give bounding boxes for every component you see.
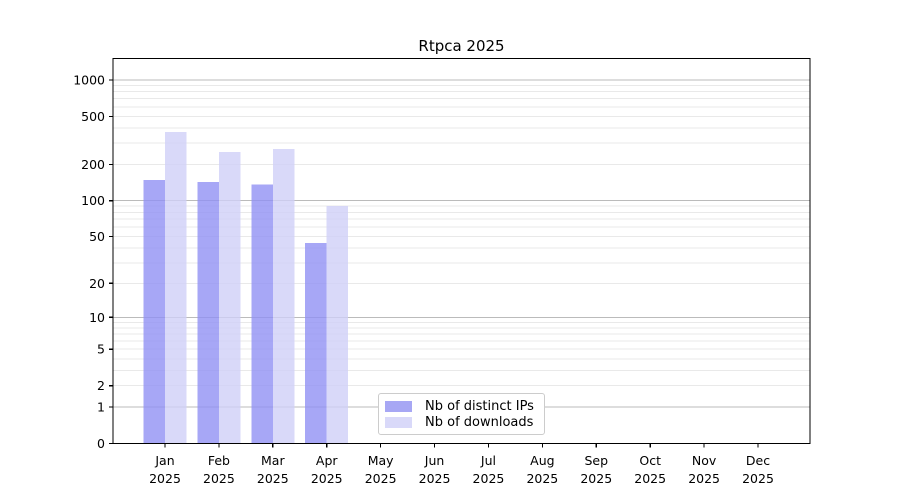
legend-swatch-distinct-ips <box>385 400 412 412</box>
bar-distinct-ips-jan <box>143 179 165 444</box>
x-tick-label-year: 2025 <box>419 471 451 486</box>
bar-distinct-ips-apr <box>305 243 327 444</box>
x-tick-label-month: May <box>368 453 394 468</box>
x-tick-label-year: 2025 <box>257 471 289 486</box>
x-tick-label-month: Aug <box>530 453 554 468</box>
y-tick-label: 10 <box>89 310 105 325</box>
bar-downloads-feb <box>218 152 241 444</box>
legend-entry-distinct-ips: Nb of distinct IPs <box>385 398 536 414</box>
y-tick-label: 1 <box>97 400 105 415</box>
y-tick-label: 1000 <box>73 73 105 88</box>
bar-distinct-ips-feb <box>197 182 219 444</box>
y-tick-label: 5 <box>97 342 105 357</box>
y-tick-label: 100 <box>81 193 105 208</box>
x-tick-label-year: 2025 <box>473 471 505 486</box>
x-tick-label-month: Apr <box>316 453 338 468</box>
x-tick-label-month: Jun <box>424 453 445 468</box>
y-tick-label: 500 <box>81 109 105 124</box>
x-tick-label-month: Oct <box>639 453 661 468</box>
bar-distinct-ips-mar <box>251 184 273 444</box>
plot-spines <box>112 57 811 445</box>
x-tick-label-month: Jan <box>154 453 174 468</box>
x-tick-label-month: Dec <box>746 453 770 468</box>
x-tick-label-year: 2025 <box>365 471 397 486</box>
bar-downloads-mar <box>272 149 295 444</box>
x-tick-label-year: 2025 <box>634 471 666 486</box>
x-tick-label-year: 2025 <box>149 471 181 486</box>
legend-entry-downloads: Nb of downloads <box>385 414 536 430</box>
x-tick-label-year: 2025 <box>526 471 558 486</box>
legend-label-distinct-ips: Nb of distinct IPs <box>425 398 534 414</box>
bar-downloads-jan <box>165 132 187 444</box>
x-tick-label-year: 2025 <box>203 471 235 486</box>
legend-swatch-downloads <box>385 416 412 428</box>
x-tick-label-month: Mar <box>261 453 285 468</box>
y-tick-label: 2 <box>97 378 105 393</box>
x-tick-label-year: 2025 <box>688 471 720 486</box>
legend-label-downloads: Nb of downloads <box>425 414 534 430</box>
bar-downloads-apr <box>326 206 349 444</box>
x-tick-label-year: 2025 <box>742 471 774 486</box>
y-tick-label: 50 <box>89 229 105 244</box>
x-tick-label-month: Jul <box>480 453 496 468</box>
y-tick-label: 200 <box>81 157 105 172</box>
x-tick-label-month: Sep <box>584 453 608 468</box>
chart-title: Rtpca 2025 <box>418 37 505 55</box>
y-tick-label: 20 <box>89 276 105 291</box>
y-tick-label: 0 <box>97 436 105 451</box>
legend: Nb of distinct IPs Nb of downloads <box>378 393 545 435</box>
x-tick-label-year: 2025 <box>311 471 343 486</box>
x-tick-label-month: Nov <box>692 453 717 468</box>
x-tick-label-month: Feb <box>208 453 230 468</box>
x-tick-label-year: 2025 <box>580 471 612 486</box>
